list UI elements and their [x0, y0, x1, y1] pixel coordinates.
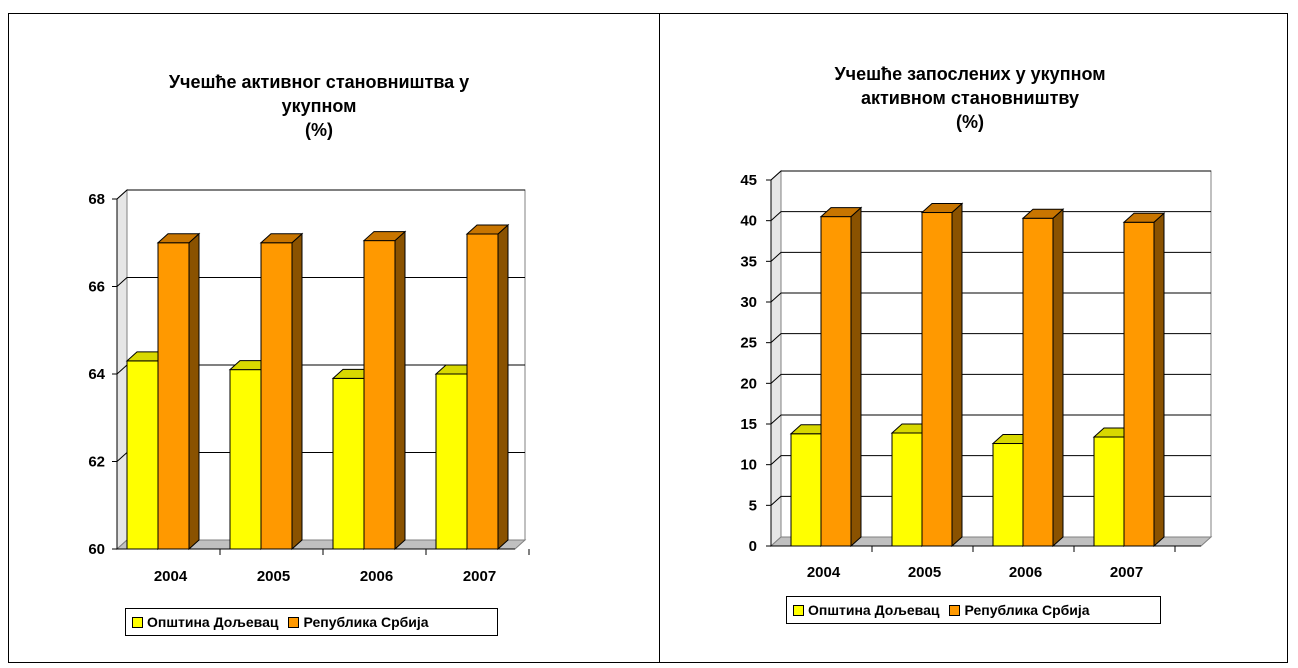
legend-item-doljevac: Општина Дољевац: [793, 602, 939, 618]
bar: [819, 206, 863, 548]
gridline: [770, 170, 1211, 181]
legend-item-srbija: Република Србија: [949, 602, 1090, 618]
gridline: [770, 292, 1211, 303]
bar: [465, 223, 510, 551]
bar-top: [156, 233, 201, 244]
gridline: [770, 211, 1211, 222]
y-tick-label: 68: [88, 191, 105, 208]
bar-top: [1021, 208, 1065, 219]
y-tick-label: 10: [740, 457, 757, 474]
bar-front: [1093, 436, 1125, 547]
legend-swatch-doljevac: [793, 604, 804, 616]
bar-front: [363, 240, 396, 550]
chart-left-svg: 60 62 64 66 68 2004 2005 2006 2007: [88, 188, 530, 585]
chart-panel-right: Учешће запослених у укупном активном ста…: [660, 14, 1287, 662]
x-tick-label: 2005: [257, 568, 290, 585]
y-tick-label: 25: [740, 335, 757, 352]
chart-title: Учешће запослених у укупном активном ста…: [834, 64, 1106, 132]
y-tick-label: 60: [88, 541, 105, 558]
y-tick-label: 40: [740, 213, 757, 230]
y-tick-label: 62: [88, 454, 105, 471]
bar-side: [188, 232, 200, 551]
bar-side: [1153, 212, 1165, 548]
bar-front: [992, 443, 1024, 547]
bar-side: [850, 206, 862, 548]
bar: [1021, 208, 1065, 548]
gridline: [116, 189, 525, 200]
chart-legend: Општина Дољевац Република Србија: [125, 608, 498, 636]
bar-side: [1052, 208, 1064, 548]
legend-swatch-doljevac: [132, 616, 143, 628]
x-tick-label: 2004: [807, 564, 841, 581]
bar: [920, 202, 964, 548]
plot-side-wall: [770, 169, 782, 548]
bar-top: [1122, 212, 1166, 223]
bar-side: [497, 223, 509, 551]
y-tick-label: 5: [749, 497, 757, 514]
chart-right-svg: 0 5 10 15 20 25 30 35 40 45 2004 2005 2006 2007: [740, 169, 1213, 581]
legend-label-doljevac: Општина Дољевац: [147, 614, 279, 630]
chart-legend: Општина Дољевац Република Србија: [786, 596, 1161, 624]
bar-top: [362, 231, 407, 242]
y-tick-label: 35: [740, 253, 757, 270]
bar-side: [394, 230, 406, 551]
bar-side: [291, 232, 303, 551]
y-tick-label: 66: [88, 279, 105, 296]
panel-divider: [659, 13, 660, 663]
bar-front: [820, 216, 852, 547]
x-tick-label: 2004: [154, 568, 188, 585]
document-frame: [8, 13, 1288, 663]
chart-panel-left: Учешће активног становништва у укупном (…: [9, 14, 659, 662]
legend-label-srbija: Република Србија: [303, 614, 429, 630]
bar-front: [921, 212, 953, 547]
bar-front: [790, 433, 822, 547]
bar: [156, 232, 201, 551]
chart-title: Учешће активног становништва у укупном (…: [168, 72, 470, 140]
bar-front: [229, 369, 262, 550]
legend-item-srbija: Република Србија: [288, 614, 429, 630]
gridline: [770, 373, 1211, 384]
x-tick-label: 2006: [1009, 564, 1042, 581]
legend-label-doljevac: Општина Дољевац: [808, 602, 940, 618]
bar-front: [466, 233, 499, 550]
x-tick-label: 2007: [1110, 564, 1143, 581]
y-tick-label: 64: [88, 366, 105, 383]
gridline: [770, 455, 1211, 466]
bar-top: [920, 203, 964, 214]
gridline: [770, 495, 1211, 506]
bar: [362, 230, 407, 551]
bar: [1122, 212, 1166, 548]
y-tick-label: 20: [740, 375, 757, 392]
y-tick-label: 0: [749, 538, 757, 555]
bar-front: [332, 377, 365, 550]
gridline: [770, 251, 1211, 262]
bar-front: [1123, 221, 1155, 547]
bar-front: [126, 360, 159, 550]
legend-swatch-srbija: [288, 616, 300, 628]
x-tick-label: 2005: [908, 564, 941, 581]
bar-front: [435, 373, 468, 550]
bar-top: [465, 224, 510, 235]
gridline: [770, 414, 1211, 425]
bar-front: [157, 242, 190, 550]
bar-top: [819, 207, 863, 218]
y-tick-label: 15: [740, 416, 757, 433]
legend-label-srbija: Република Србија: [964, 602, 1090, 618]
y-tick-label: 45: [740, 172, 757, 189]
gridline: [770, 333, 1211, 344]
bar-front: [891, 432, 923, 547]
legend-item-doljevac: Општина Дољевац: [132, 614, 278, 630]
legend-swatch-srbija: [949, 604, 961, 616]
bar: [259, 232, 304, 551]
bar-side: [951, 202, 963, 548]
y-tick-label: 30: [740, 294, 757, 311]
x-tick-label: 2007: [463, 568, 496, 585]
x-tick-label: 2006: [360, 568, 393, 585]
bar-front: [1022, 217, 1054, 547]
bar-top: [259, 233, 304, 244]
bar-front: [260, 242, 293, 550]
